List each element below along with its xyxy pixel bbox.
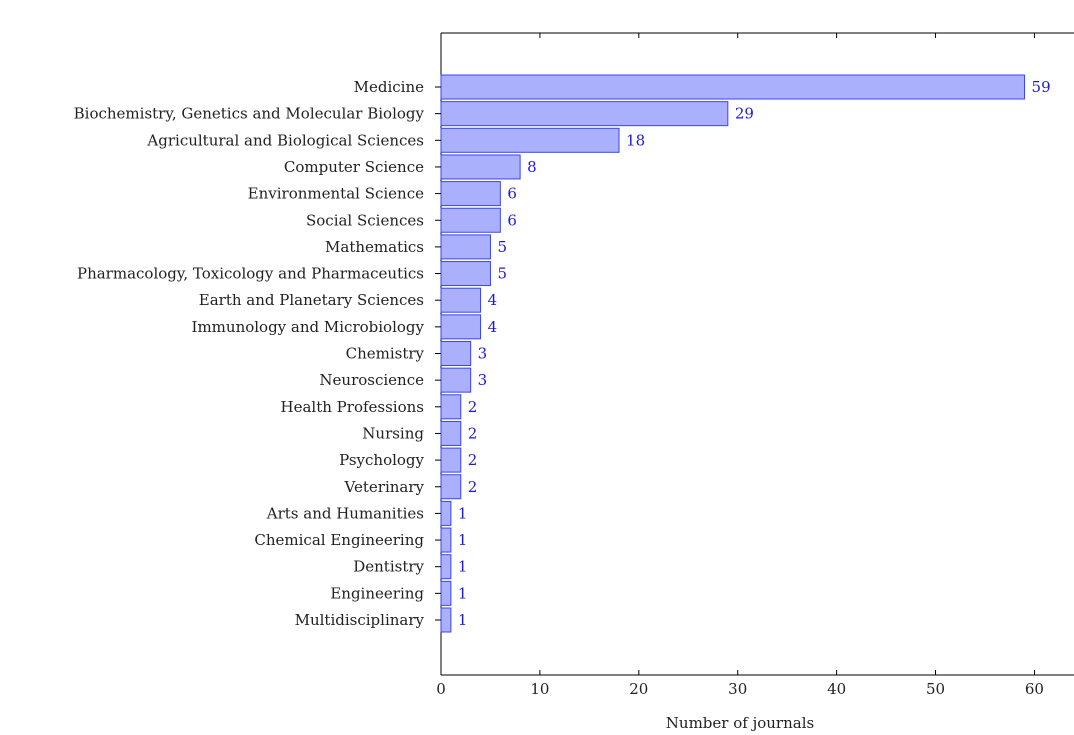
bar <box>440 234 491 260</box>
x-axis: 0 10 20 30 40 50 60 <box>436 33 1044 698</box>
category-label: Dentistry <box>353 558 424 576</box>
value-label: 2 <box>468 424 478 442</box>
bar <box>440 447 462 473</box>
bar <box>440 420 462 446</box>
category-label: Arts and Humanities <box>266 504 424 522</box>
bar <box>440 207 501 233</box>
bar <box>440 607 452 633</box>
value-label: 1 <box>458 531 468 549</box>
value-label: 1 <box>458 558 468 576</box>
value-label: 59 <box>1032 78 1051 96</box>
category-label: Social Sciences <box>306 211 424 229</box>
category-label: Neuroscience <box>319 371 424 389</box>
bar <box>440 367 472 393</box>
category-label: Agricultural and Biological Sciences <box>146 131 424 149</box>
x-tick-label: 60 <box>1025 680 1044 698</box>
bar <box>440 127 620 153</box>
bar <box>440 527 452 553</box>
value-label: 1 <box>458 611 468 629</box>
value-label: 1 <box>458 504 468 522</box>
bar <box>440 580 452 606</box>
category-label: Biochemistry, Genetics and Molecular Bio… <box>74 105 425 123</box>
x-tick-label: 0 <box>436 680 446 698</box>
category-label: Computer Science <box>284 158 424 176</box>
bar <box>440 101 729 127</box>
value-label: 8 <box>527 158 537 176</box>
category-label: Chemistry <box>346 345 425 363</box>
bar <box>440 154 521 180</box>
category-label: Psychology <box>339 451 424 469</box>
x-tick-label: 50 <box>926 680 945 698</box>
bar <box>440 181 501 207</box>
value-label: 2 <box>468 398 478 416</box>
category-label: Veterinary <box>344 478 425 496</box>
category-label: Earth and Planetary Sciences <box>199 291 424 309</box>
category-label: Chemical Engineering <box>254 531 424 549</box>
bar <box>440 261 491 287</box>
bar <box>440 554 452 580</box>
bar <box>440 394 462 420</box>
value-label: 3 <box>478 345 488 363</box>
value-label: 6 <box>507 185 517 203</box>
bar <box>440 474 462 500</box>
bar <box>440 314 482 340</box>
value-label: 4 <box>488 318 498 336</box>
value-label: 2 <box>468 451 478 469</box>
y-axis: Medicine Biochemistry, Genetics and Molec… <box>74 78 441 629</box>
bar <box>440 74 1026 100</box>
value-label: 5 <box>497 265 507 283</box>
category-label: Pharmacology, Toxicology and Pharmaceuti… <box>77 265 424 283</box>
x-tick-label: 40 <box>827 680 846 698</box>
value-label: 3 <box>478 371 488 389</box>
category-label: Multidisciplinary <box>295 611 425 629</box>
bar <box>440 341 472 366</box>
x-tick-label: 30 <box>728 680 747 698</box>
x-tick-label: 20 <box>629 680 648 698</box>
x-tick-label: 10 <box>530 680 549 698</box>
value-label: 1 <box>458 584 468 602</box>
value-label: 4 <box>488 291 498 309</box>
category-label: Mathematics <box>325 238 424 256</box>
bar <box>440 500 452 526</box>
value-label: 2 <box>468 478 478 496</box>
category-label: Medicine <box>354 78 424 96</box>
bar <box>440 287 482 313</box>
value-label: 6 <box>507 211 517 229</box>
category-label: Health Professions <box>281 398 424 416</box>
category-label: Immunology and Microbiology <box>192 318 425 336</box>
x-axis-title: Number of journals <box>666 714 814 732</box>
category-label: Nursing <box>362 424 424 442</box>
category-label: Environmental Science <box>248 185 424 203</box>
value-label: 29 <box>735 105 754 123</box>
value-label: 18 <box>626 131 645 149</box>
value-label: 5 <box>497 238 507 256</box>
category-label: Engineering <box>330 584 424 602</box>
